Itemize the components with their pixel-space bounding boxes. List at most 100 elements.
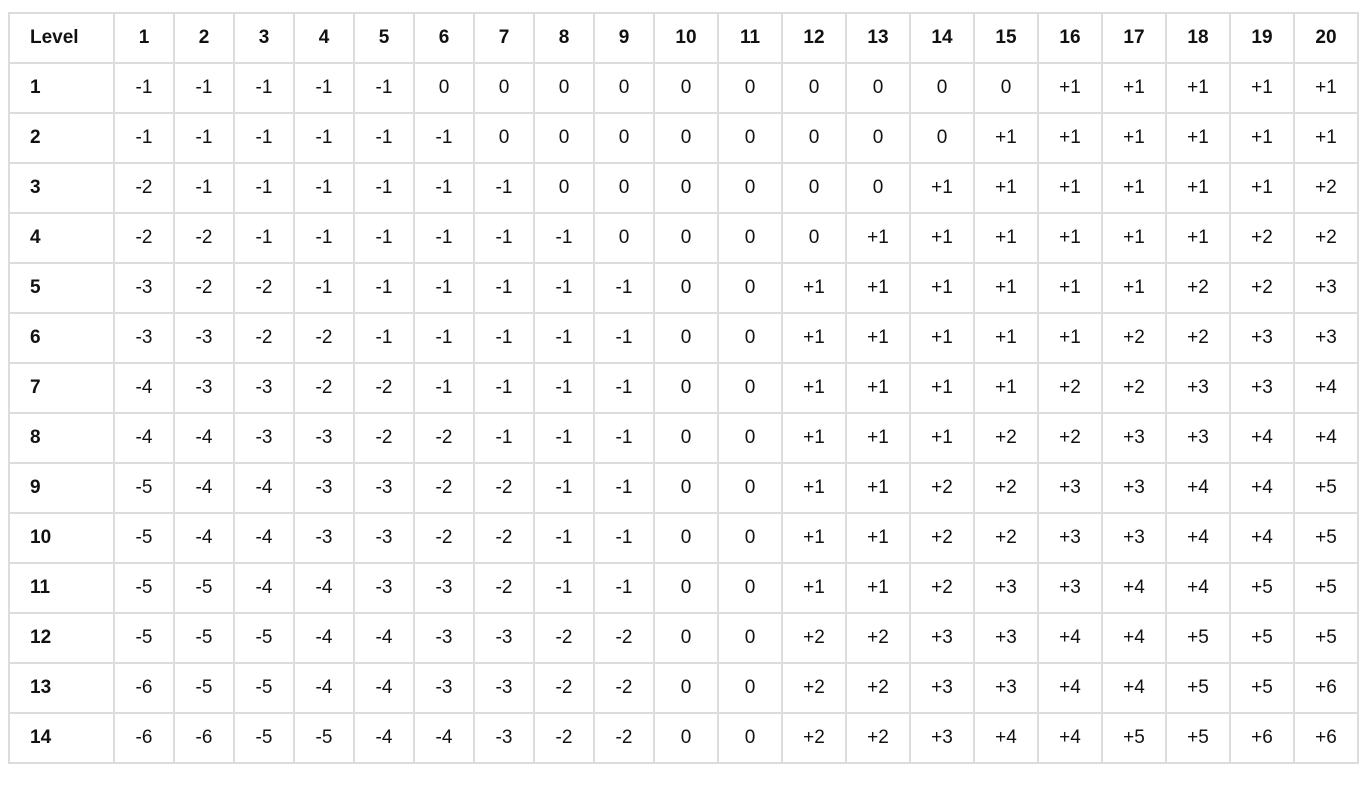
- table-cell: -1: [413, 212, 475, 264]
- table-cell: +1: [1037, 62, 1103, 114]
- header-col-14: 14: [909, 12, 975, 64]
- table-cell: 0: [653, 62, 719, 114]
- table-cell: +1: [1229, 112, 1295, 164]
- table-cell: 0: [781, 212, 847, 264]
- table-cell: +1: [1037, 162, 1103, 214]
- table-cell: +1: [1293, 62, 1359, 114]
- table-cell: +1: [1293, 112, 1359, 164]
- table-cell: 0: [717, 612, 783, 664]
- table-cell: +2: [909, 512, 975, 564]
- header-col-15: 15: [973, 12, 1039, 64]
- table-cell: 0: [593, 112, 655, 164]
- table-cell: 0: [717, 62, 783, 114]
- table-cell: -1: [533, 362, 595, 414]
- table-cell: +3: [1165, 412, 1231, 464]
- table-cell: -1: [233, 162, 295, 214]
- table-cell: +1: [1165, 162, 1231, 214]
- header-col-16: 16: [1037, 12, 1103, 64]
- table-cell: 0: [473, 112, 535, 164]
- row-level-cell: 14: [8, 712, 115, 764]
- table-cell: 0: [717, 562, 783, 614]
- table-cell: -3: [113, 262, 175, 314]
- row-level-cell: 3: [8, 162, 115, 214]
- header-col-3: 3: [233, 12, 295, 64]
- table-cell: -4: [233, 512, 295, 564]
- table-header: Level 1 2 3 4 5 6 7 8 9 10 11 12 13 14 15 16 17 18 19 20: [8, 12, 1359, 64]
- table-cell: +3: [1229, 362, 1295, 414]
- table-cell: -4: [293, 612, 355, 664]
- table-cell: +5: [1293, 512, 1359, 564]
- table-cell: -4: [353, 662, 415, 714]
- table-cell: +1: [1165, 62, 1231, 114]
- table-cell: +4: [1037, 662, 1103, 714]
- table-cell: -1: [473, 312, 535, 364]
- table-cell: -5: [233, 612, 295, 664]
- table-cell: +2: [781, 612, 847, 664]
- row-level-cell: 8: [8, 412, 115, 464]
- table-row: 13 -6 -5 -5 -4 -4 -3 -3 -2 -2 0 0 +2 +2 +3 +3 +4 +4 +5 +5 +6: [8, 662, 1359, 714]
- row-level-cell: 12: [8, 612, 115, 664]
- table-cell: -2: [293, 362, 355, 414]
- row-level-cell: 6: [8, 312, 115, 364]
- table-cell: 0: [781, 162, 847, 214]
- table-cell: 0: [593, 62, 655, 114]
- table-cell: +4: [1229, 462, 1295, 514]
- table-cell: +1: [845, 262, 911, 314]
- table-cell: +1: [781, 462, 847, 514]
- table-cell: +1: [845, 212, 911, 264]
- table-cell: -1: [293, 162, 355, 214]
- table-cell: -4: [353, 612, 415, 664]
- table-cell: +1: [845, 512, 911, 564]
- table-cell: -3: [353, 512, 415, 564]
- table-cell: 0: [717, 162, 783, 214]
- table-cell: +1: [781, 312, 847, 364]
- table-cell: -1: [533, 312, 595, 364]
- table-cell: -2: [473, 462, 535, 514]
- table-cell: -1: [593, 362, 655, 414]
- header-col-17: 17: [1101, 12, 1167, 64]
- table-cell: -1: [173, 62, 235, 114]
- table-cell: -2: [173, 212, 235, 264]
- table-cell: +1: [1037, 112, 1103, 164]
- header-col-11: 11: [717, 12, 783, 64]
- table-row: 11 -5 -5 -4 -4 -3 -3 -2 -1 -1 0 0 +1 +1 +2 +3 +3 +4 +4 +5 +5: [8, 562, 1359, 614]
- table-cell: -1: [233, 212, 295, 264]
- table-cell: -4: [173, 462, 235, 514]
- table-cell: +1: [845, 312, 911, 364]
- table-cell: -2: [173, 262, 235, 314]
- header-col-9: 9: [593, 12, 655, 64]
- table-cell: -1: [353, 312, 415, 364]
- table-cell: +1: [909, 312, 975, 364]
- table-cell: +3: [1165, 362, 1231, 414]
- table-cell: -5: [173, 662, 235, 714]
- header-col-7: 7: [473, 12, 535, 64]
- table-cell: 0: [717, 312, 783, 364]
- table-cell: -3: [293, 412, 355, 464]
- table-cell: +3: [909, 612, 975, 664]
- table-cell: -1: [113, 62, 175, 114]
- row-level-cell: 4: [8, 212, 115, 264]
- table-cell: -4: [173, 512, 235, 564]
- table-cell: -3: [413, 662, 475, 714]
- table-cell: -5: [113, 562, 175, 614]
- table-cell: +3: [973, 662, 1039, 714]
- table-cell: +2: [1101, 362, 1167, 414]
- table-cell: +2: [1229, 212, 1295, 264]
- table-cell: +1: [781, 262, 847, 314]
- table-cell: +2: [1037, 412, 1103, 464]
- table-cell: 0: [653, 712, 719, 764]
- table-cell: -5: [173, 562, 235, 614]
- table-cell: +3: [909, 712, 975, 764]
- table-cell: +4: [1165, 562, 1231, 614]
- table-cell: -3: [413, 562, 475, 614]
- table-cell: +1: [973, 312, 1039, 364]
- table-cell: -2: [233, 262, 295, 314]
- table-cell: -5: [233, 712, 295, 764]
- table-wrapper: Level 1 2 3 4 5 6 7 8 9 10 11 12 13 14 15 16 17 18 19 20 1 -1…: [8, 12, 1359, 764]
- table-cell: +6: [1293, 662, 1359, 714]
- table-cell: 0: [653, 362, 719, 414]
- table-cell: -3: [413, 612, 475, 664]
- table-cell: +1: [1101, 62, 1167, 114]
- table-cell: +1: [781, 512, 847, 564]
- table-cell: -4: [173, 412, 235, 464]
